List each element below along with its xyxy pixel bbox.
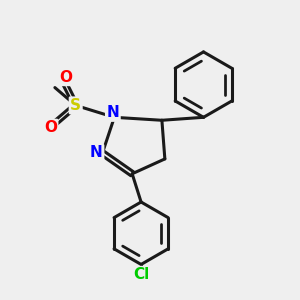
Text: S: S (70, 98, 81, 113)
Text: Cl: Cl (133, 267, 149, 282)
Text: O: O (44, 120, 57, 135)
Text: N: N (90, 146, 103, 160)
Text: O: O (59, 70, 72, 85)
Text: N: N (106, 105, 119, 120)
